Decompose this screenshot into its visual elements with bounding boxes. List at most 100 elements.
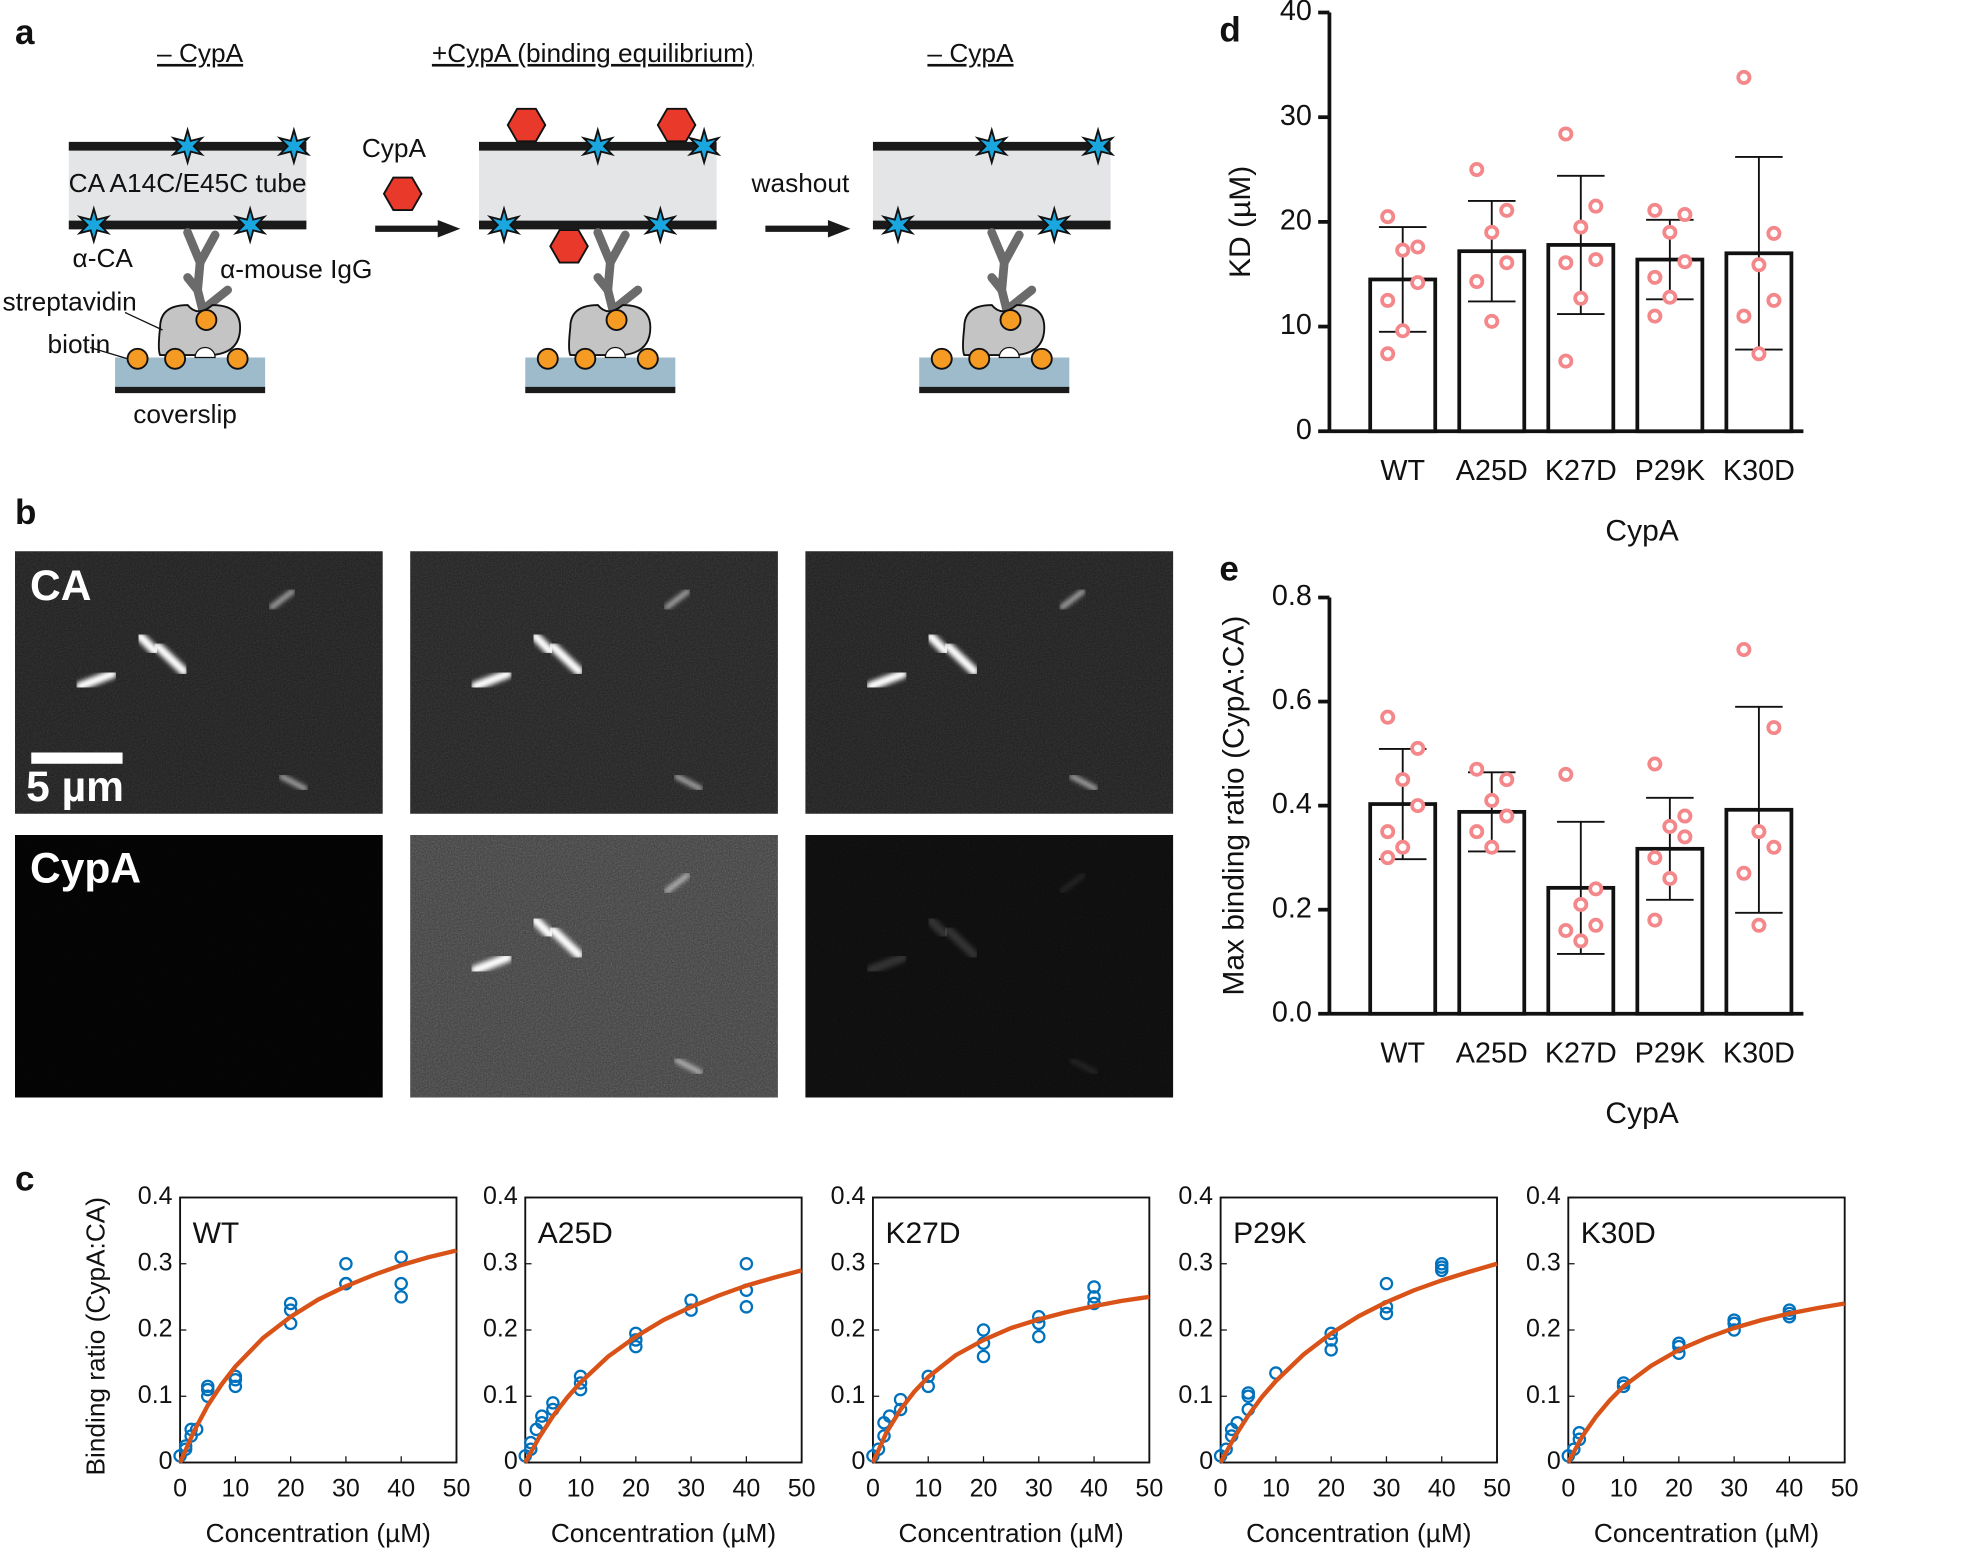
data-point — [1588, 252, 1604, 268]
tube-signal — [926, 915, 950, 940]
data-point — [1380, 209, 1396, 225]
data-point — [546, 1396, 560, 1410]
biotin — [1030, 347, 1053, 370]
diagram-label: – CypA — [157, 38, 244, 68]
data-point — [1379, 1276, 1394, 1291]
leader — [124, 311, 163, 331]
y-tick-label: 0.2 — [1178, 1315, 1213, 1343]
tube-signal — [926, 631, 950, 656]
tube-signal — [943, 641, 979, 676]
chart-title: K30D — [1581, 1217, 1656, 1250]
data-point — [1410, 798, 1426, 814]
data-point — [1766, 839, 1782, 855]
tube-signal — [866, 669, 908, 691]
data-point — [228, 1379, 243, 1394]
fit-curve — [178, 1248, 457, 1464]
data-point — [1558, 126, 1574, 142]
x-tick-label: 10 — [567, 1475, 595, 1503]
y-tick-label: 0.4 — [483, 1182, 518, 1210]
data-point — [976, 1349, 991, 1364]
data-point — [1499, 772, 1515, 788]
fluorophore — [880, 205, 916, 245]
streptavidin — [157, 304, 242, 356]
micrographs: CA CypA 5 µm — [15, 551, 1174, 1098]
y-tick-label: 0.4 — [831, 1182, 866, 1210]
y-tick-label: 0.2 — [831, 1315, 866, 1343]
data-point — [1727, 1313, 1741, 1327]
y-tick-label: 0.4 — [1178, 1182, 1213, 1210]
x-tick-label: 0 — [1561, 1475, 1575, 1503]
x-tick-label: 50 — [443, 1475, 471, 1503]
tube-signal — [548, 925, 584, 960]
y-tick-label: 0.1 — [483, 1381, 518, 1409]
noise — [410, 551, 778, 814]
data-point — [1573, 290, 1589, 306]
x-tick-label: 10 — [914, 1475, 942, 1503]
data-point — [1736, 865, 1752, 881]
tube-signal — [470, 669, 513, 691]
y-tick-label: 0.1 — [831, 1381, 866, 1409]
data-point — [1558, 255, 1574, 271]
row-label: CypA — [30, 845, 141, 892]
chart-title: P29K — [1233, 1217, 1306, 1250]
y-tick-label: 0 — [1199, 1447, 1213, 1475]
data-point — [1558, 353, 1574, 369]
y-tick-label: 0.4 — [1272, 788, 1312, 820]
biotin — [164, 347, 187, 370]
tube-signal — [674, 1057, 703, 1075]
fluorophore — [486, 205, 522, 245]
panel-label: d — [1219, 11, 1240, 50]
fluorophore — [580, 126, 615, 166]
tube-signal — [153, 641, 189, 676]
data-point — [1380, 850, 1396, 866]
cypa-icon — [382, 176, 423, 211]
diagram-label: CA A14C/E45C tube — [69, 168, 307, 198]
data-point — [1379, 1306, 1394, 1321]
data-point — [1324, 1343, 1338, 1357]
data-point — [1736, 308, 1752, 324]
biotin — [968, 347, 991, 370]
diagram-label: washout — [751, 168, 851, 198]
chart-title: WT — [193, 1217, 240, 1250]
data-point — [1766, 292, 1782, 308]
data-point — [1380, 709, 1396, 725]
antibody — [987, 228, 1024, 273]
y-tick-label: 0 — [159, 1447, 173, 1475]
data-point — [1395, 242, 1411, 258]
noise — [410, 835, 778, 1098]
y-axis-label: Max binding ratio (CypA:CA) — [1218, 616, 1251, 996]
x-tick-label: 40 — [1080, 1475, 1108, 1503]
data-point — [1736, 642, 1752, 658]
x-axis-label: Concentration (µM) — [899, 1518, 1124, 1548]
y-axis-label: KD (µM) — [1224, 166, 1257, 278]
data-point — [1677, 829, 1693, 845]
data-point — [1484, 839, 1500, 855]
y-tick-label: 0 — [1547, 1447, 1561, 1475]
data-point — [573, 1376, 588, 1390]
data-point — [1588, 198, 1604, 214]
fit-curve — [1566, 1301, 1846, 1464]
x-tick-label: 30 — [1720, 1475, 1748, 1503]
data-point — [1410, 239, 1426, 255]
data-point — [1751, 824, 1767, 840]
data-point — [1662, 818, 1678, 834]
tube-signal — [1059, 588, 1086, 610]
y-tick-label: 0.1 — [1526, 1381, 1561, 1409]
biotin — [636, 347, 659, 370]
binding-pocket — [998, 346, 1020, 359]
x-tick-label: 0 — [518, 1475, 532, 1503]
x-tick-label: 40 — [732, 1475, 760, 1503]
y-tick-label: 0.6 — [1272, 684, 1312, 716]
data-point — [1469, 824, 1485, 840]
x-tick-label: P29K — [1635, 1038, 1705, 1070]
biotin — [195, 309, 218, 331]
fit-curve — [870, 1294, 1150, 1464]
x-tick-label: 0 — [1214, 1475, 1228, 1503]
diagram-label: biotin — [48, 329, 111, 359]
data-point — [1469, 274, 1485, 290]
x-tick-label: 10 — [1610, 1475, 1638, 1503]
panel-label: a — [15, 13, 35, 52]
y-tick-label: 0 — [1296, 414, 1312, 446]
x-tick-label: A25D — [1456, 1038, 1528, 1070]
